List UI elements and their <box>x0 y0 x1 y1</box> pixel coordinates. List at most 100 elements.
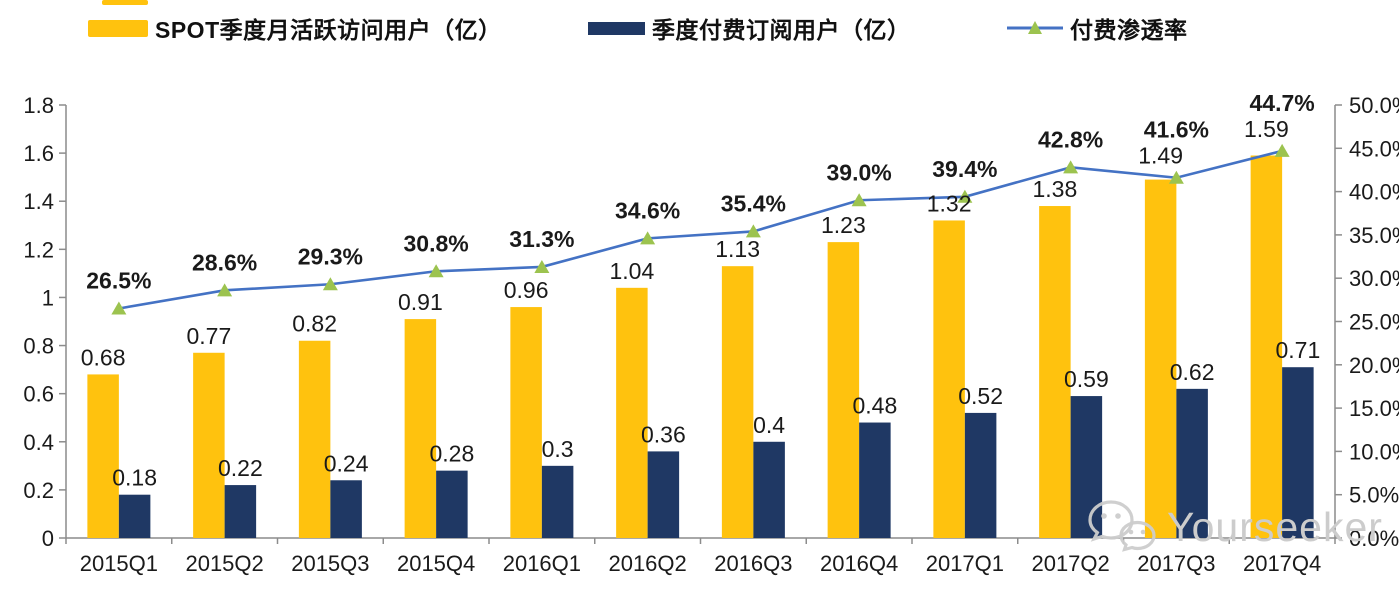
right-axis-tick-label: 45.0% <box>1349 136 1399 161</box>
bar-mau-2016Q1 <box>510 307 542 538</box>
left-axis-tick-label: 0.4 <box>23 430 54 455</box>
value-label-subs: 0.52 <box>958 383 1003 409</box>
legend-swatch-mau-bar <box>88 19 148 37</box>
left-axis-tick-label: 1.8 <box>23 93 54 118</box>
value-label-mau: 0.91 <box>398 289 443 315</box>
legend-label-mau: SPOT季度月活跃访问用户（亿） <box>155 17 502 43</box>
bar-subs-2017Q4 <box>1282 367 1314 538</box>
value-label-subs: 0.59 <box>1064 366 1109 392</box>
bar-mau-2017Q3 <box>1144 179 1177 539</box>
value-label-penetration: 41.6% <box>1144 117 1209 143</box>
legend-swatch-subs-bar <box>588 21 645 35</box>
line-marker-2017Q4 <box>1274 143 1290 157</box>
line-marker-2016Q2 <box>640 231 656 245</box>
value-label-mau: 1.23 <box>821 212 866 238</box>
value-label-mau: 1.32 <box>927 190 972 216</box>
x-axis-label: 2015Q1 <box>80 551 158 576</box>
bar-mau-2015Q2 <box>193 352 225 538</box>
value-label-mau: 1.04 <box>609 258 654 284</box>
right-axis-tick-label: 5.0% <box>1349 483 1399 508</box>
x-axis-label: 2016Q1 <box>503 551 581 576</box>
x-axis-label: 2016Q2 <box>608 551 686 576</box>
right-axis-tick-label: 15.0% <box>1349 396 1399 421</box>
right-axis-tick-label: 20.0% <box>1349 353 1399 378</box>
x-axis-label: 2016Q3 <box>714 551 792 576</box>
left-axis-tick-label: 1.2 <box>23 237 54 262</box>
x-axis-label: 2017Q4 <box>1243 551 1321 576</box>
line-marker-2015Q4 <box>428 264 444 278</box>
bar-subs-2017Q2 <box>1070 396 1103 538</box>
bar-subs-2015Q3 <box>330 480 362 538</box>
value-label-subs: 0.4 <box>753 412 785 438</box>
value-label-subs: 0.71 <box>1275 337 1320 363</box>
bar-mau-2015Q1 <box>87 374 119 538</box>
value-label-subs: 0.24 <box>324 450 369 476</box>
bar-subs-2016Q4 <box>859 422 891 538</box>
value-label-subs: 0.36 <box>641 421 686 447</box>
bar-mau-2017Q2 <box>1039 206 1071 539</box>
legend: SPOT季度月活跃访问用户（亿） 季度付费订阅用户（亿） 付费渗透率 <box>0 0 1399 50</box>
value-label-penetration: 30.8% <box>404 230 469 256</box>
left-axis-tick-label: 1.4 <box>23 189 54 214</box>
value-label-subs: 0.62 <box>1170 359 1215 385</box>
value-label-penetration: 39.4% <box>932 156 997 182</box>
bar-subs-2015Q1 <box>118 494 151 538</box>
value-label-subs: 0.3 <box>542 436 574 462</box>
x-axis-label: 2017Q3 <box>1137 551 1215 576</box>
penetration-line <box>118 149 1283 310</box>
bar-subs-2016Q1 <box>541 465 574 538</box>
value-label-penetration: 35.4% <box>721 190 786 216</box>
value-label-penetration: 26.5% <box>86 268 151 294</box>
left-axis-tick-label: 0 <box>42 526 54 551</box>
watermark-text: Yourseeker <box>1167 503 1383 550</box>
bar-subs-2015Q4 <box>436 470 468 538</box>
value-label-mau: 0.96 <box>504 277 549 303</box>
value-label-mau: 1.13 <box>715 236 760 262</box>
watermark: Yourseeker <box>1085 498 1383 556</box>
cropped-yellow-artifact <box>102 0 148 5</box>
right-axis-tick-label: 10.0% <box>1349 439 1399 464</box>
line-marker-2015Q3 <box>322 277 338 291</box>
x-axis-label: 2015Q4 <box>397 551 475 576</box>
line-marker-2017Q1 <box>957 189 973 203</box>
left-axis-tick-label: 0.6 <box>23 382 54 407</box>
value-label-penetration: 31.3% <box>509 226 574 252</box>
value-label-penetration: 44.7% <box>1250 90 1315 116</box>
value-label-mau: 1.38 <box>1032 176 1077 202</box>
bar-subs-2016Q3 <box>753 441 785 538</box>
bar-mau-2017Q4 <box>1250 155 1283 538</box>
legend-label-penetration: 付费渗透率 <box>1070 17 1188 43</box>
value-label-subs: 0.48 <box>852 393 897 419</box>
value-label-mau: 0.68 <box>81 344 126 370</box>
bar-mau-2015Q4 <box>404 319 437 538</box>
line-marker-2017Q2 <box>1063 160 1079 174</box>
x-axis-label: 2015Q3 <box>291 551 369 576</box>
wechat-icon <box>1088 500 1156 552</box>
value-label-penetration: 42.8% <box>1038 126 1103 152</box>
right-axis-tick-label: 25.0% <box>1349 310 1399 335</box>
value-label-subs: 0.22 <box>218 455 263 481</box>
line-marker-2017Q3 <box>1168 170 1184 184</box>
right-axis-tick-label: 30.0% <box>1349 266 1399 291</box>
value-label-mau: 1.49 <box>1138 143 1183 169</box>
value-label-mau: 1.59 <box>1244 116 1289 142</box>
bar-subs-2017Q1 <box>964 412 997 538</box>
legend-item-subs: 季度付费订阅用户（亿） <box>588 13 911 43</box>
right-axis-tick-label: 0.0% <box>1349 526 1399 551</box>
x-axis-label: 2017Q1 <box>926 551 1004 576</box>
value-label-subs: 0.18 <box>112 465 157 491</box>
right-axis-tick-label: 35.0% <box>1349 223 1399 248</box>
bar-mau-2016Q4 <box>827 242 860 538</box>
bar-subs-2015Q2 <box>224 485 257 538</box>
x-axis-label: 2015Q2 <box>185 551 263 576</box>
left-axis-tick-label: 0.2 <box>23 478 54 503</box>
x-axis-label: 2016Q4 <box>820 551 898 576</box>
right-axis-tick-label: 50.0% <box>1349 93 1399 118</box>
line-marker-2016Q3 <box>745 224 761 238</box>
bar-subs-2017Q3 <box>1176 388 1208 538</box>
value-label-subs: 0.28 <box>429 441 474 467</box>
value-label-mau: 0.77 <box>186 323 231 349</box>
bar-mau-2016Q3 <box>721 266 754 538</box>
value-label-penetration: 28.6% <box>192 249 257 275</box>
